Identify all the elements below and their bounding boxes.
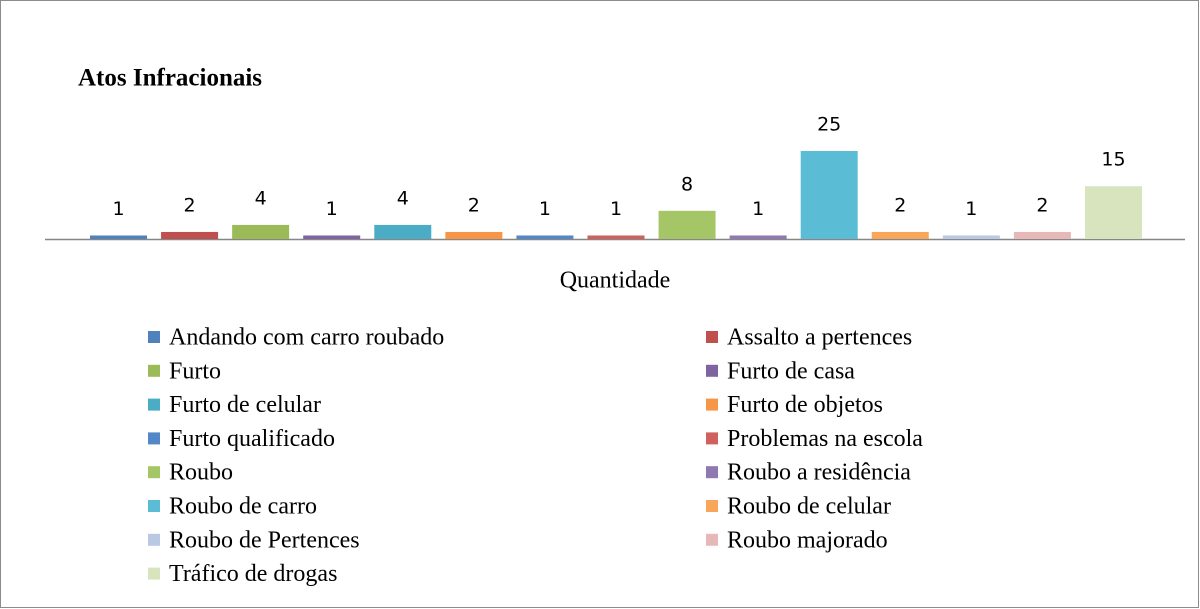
data-label: 1 bbox=[610, 198, 622, 220]
legend-label: Furto qualificado bbox=[169, 426, 335, 452]
data-label: 8 bbox=[681, 173, 693, 195]
legend-label: Andando com carro roubado bbox=[169, 325, 444, 351]
legend-swatch bbox=[148, 364, 160, 377]
bar bbox=[374, 224, 432, 239]
legend-label: Furto de casa bbox=[727, 358, 855, 384]
data-label: 25 bbox=[817, 114, 841, 136]
bar bbox=[587, 235, 645, 239]
data-label: 2 bbox=[894, 194, 906, 216]
bar bbox=[942, 235, 1000, 239]
legend-swatch bbox=[148, 432, 160, 445]
legend-swatch bbox=[706, 331, 718, 343]
bar bbox=[729, 235, 787, 239]
data-label: 1 bbox=[752, 198, 764, 220]
legend-swatch bbox=[706, 364, 718, 377]
legend-swatch bbox=[148, 398, 160, 411]
legend-swatch bbox=[706, 432, 718, 445]
data-label: 4 bbox=[397, 187, 409, 209]
bar bbox=[516, 235, 574, 239]
data-label: 15 bbox=[1101, 149, 1125, 171]
legend-swatch bbox=[148, 500, 160, 512]
data-label: 2 bbox=[468, 194, 480, 216]
bar bbox=[445, 231, 503, 239]
legend-label: Roubo de celular bbox=[727, 494, 891, 520]
bar bbox=[1084, 186, 1142, 239]
legend-label: Furto de celular bbox=[169, 392, 321, 418]
data-label: 1 bbox=[965, 198, 977, 220]
bar bbox=[658, 210, 716, 239]
legend-label: Roubo bbox=[169, 460, 233, 486]
legend-swatch bbox=[148, 466, 160, 479]
legend-label: Assalto a pertences bbox=[727, 325, 912, 351]
legend-label: Furto de objetos bbox=[727, 392, 883, 418]
data-label: 1 bbox=[326, 198, 338, 220]
legend-swatch bbox=[148, 533, 160, 546]
legend-label: Furto bbox=[169, 358, 221, 384]
bar bbox=[232, 224, 290, 239]
chart-title: Atos Infracionais bbox=[78, 65, 262, 92]
bar bbox=[1013, 231, 1071, 239]
data-label: 1 bbox=[539, 198, 551, 220]
bar bbox=[800, 151, 858, 239]
legend-swatch bbox=[706, 500, 718, 512]
legend-swatch bbox=[706, 398, 718, 411]
bar bbox=[871, 231, 929, 239]
data-label: 4 bbox=[255, 187, 267, 209]
legend-label: Roubo de Pertences bbox=[169, 527, 360, 553]
legend-label: Tráfico de drogas bbox=[169, 561, 337, 587]
legend-swatch bbox=[148, 567, 160, 580]
legend-label: Roubo a residência bbox=[727, 460, 911, 486]
data-label: 2 bbox=[1036, 194, 1048, 216]
legend-label: Roubo majorado bbox=[727, 527, 888, 553]
legend-label: Problemas na escola bbox=[727, 426, 923, 452]
bar bbox=[90, 235, 147, 239]
x-category-label: Quantidade bbox=[560, 268, 671, 294]
data-label: 2 bbox=[184, 194, 196, 216]
legend-swatch bbox=[148, 331, 160, 343]
legend-label: Roubo de carro bbox=[169, 494, 317, 520]
bar bbox=[303, 235, 361, 239]
legend-swatch bbox=[706, 533, 718, 546]
data-label: 1 bbox=[112, 198, 124, 220]
bar bbox=[161, 231, 219, 239]
legend-swatch bbox=[706, 466, 718, 479]
